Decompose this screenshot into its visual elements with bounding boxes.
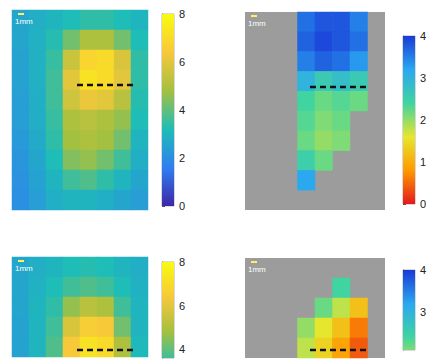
svg-text:4: 4 — [179, 343, 185, 355]
svg-text:6: 6 — [179, 56, 185, 68]
svg-text:1mm: 1mm — [15, 264, 33, 273]
svg-text:1mm: 1mm — [248, 19, 266, 28]
svg-text:2: 2 — [179, 152, 185, 164]
svg-text:6: 6 — [179, 300, 185, 312]
svg-text:1: 1 — [420, 156, 426, 168]
svg-text:2: 2 — [420, 114, 426, 126]
svg-text:3: 3 — [420, 306, 426, 318]
svg-text:0: 0 — [420, 198, 426, 210]
svg-text:1mm: 1mm — [248, 265, 266, 274]
svg-text:0: 0 — [179, 200, 185, 212]
svg-text:4: 4 — [179, 104, 185, 116]
svg-text:4: 4 — [420, 30, 426, 42]
svg-text:4: 4 — [420, 264, 426, 276]
svg-text:1mm: 1mm — [15, 17, 33, 26]
svg-text:3: 3 — [420, 72, 426, 84]
svg-text:8: 8 — [179, 256, 185, 268]
svg-text:8: 8 — [179, 8, 185, 20]
